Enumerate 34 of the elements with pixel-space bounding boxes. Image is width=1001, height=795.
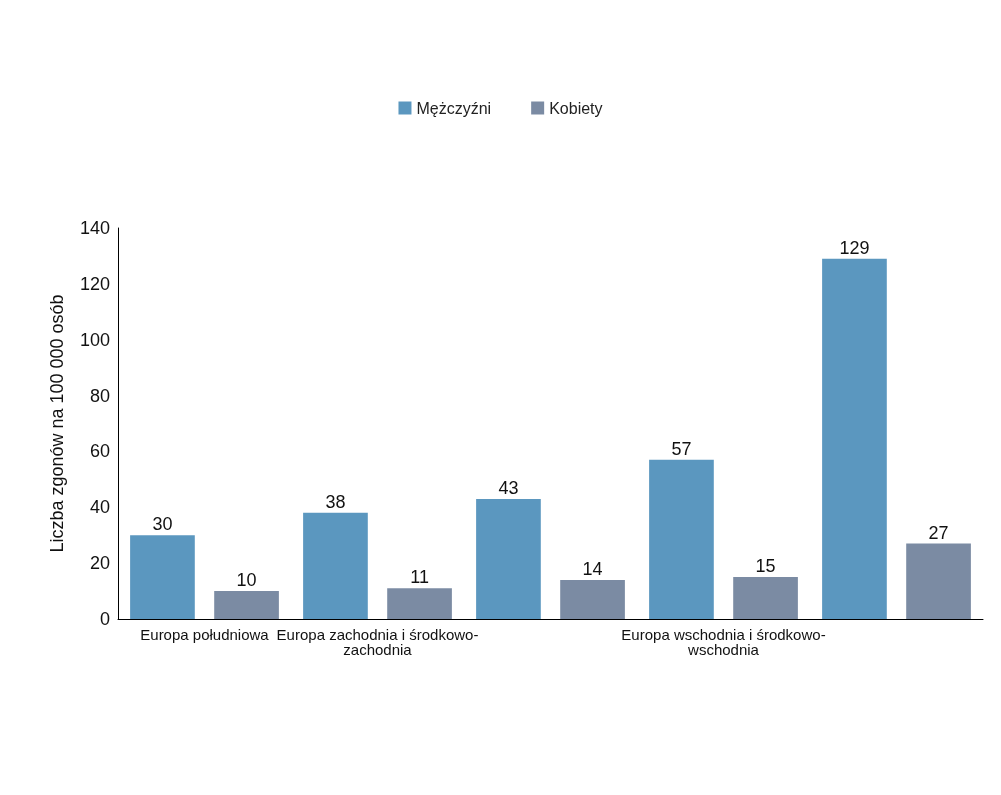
data-label: 43: [498, 477, 519, 498]
legend-label: Kobiety: [549, 99, 603, 117]
bar: [476, 498, 541, 619]
y-tick-label: 120: [79, 273, 110, 294]
y-tick-label: 140: [79, 218, 110, 238]
data-label: 27: [928, 522, 949, 543]
y-tick-label: 80: [89, 385, 110, 406]
y-axis-title: Liczba zgonów na 100 000 osób: [47, 294, 67, 553]
x-tick-label: Europa zachodnia i środkowo-zachodnia: [276, 626, 479, 658]
bar: [733, 577, 798, 619]
data-label: 38: [325, 491, 346, 512]
legend-label: Mężczyźni: [416, 99, 492, 117]
y-tick-label: 20: [89, 553, 110, 574]
bar: [214, 591, 279, 619]
data-label: 11: [410, 567, 429, 588]
data-label: 57: [671, 438, 692, 459]
bar: [130, 535, 195, 619]
x-tick-label: Europa wschodnia i środkowo-wschodnia: [621, 626, 826, 658]
y-tick-label: 100: [79, 329, 110, 350]
data-label: 129: [839, 237, 870, 258]
y-tick-label: 0: [99, 609, 110, 629]
y-tick-label: 60: [89, 441, 110, 462]
y-tick-label: 40: [89, 497, 110, 518]
bar: [649, 459, 714, 619]
bar: [303, 512, 368, 619]
data-label: 14: [582, 558, 603, 579]
x-tick-label: Europa południowa: [140, 626, 270, 643]
data-label: 30: [152, 514, 173, 535]
bar: [387, 588, 452, 619]
bar: [560, 579, 625, 619]
bar: [906, 543, 971, 619]
data-label: 15: [755, 556, 776, 577]
bar: [822, 258, 887, 619]
data-label: 10: [236, 570, 257, 591]
